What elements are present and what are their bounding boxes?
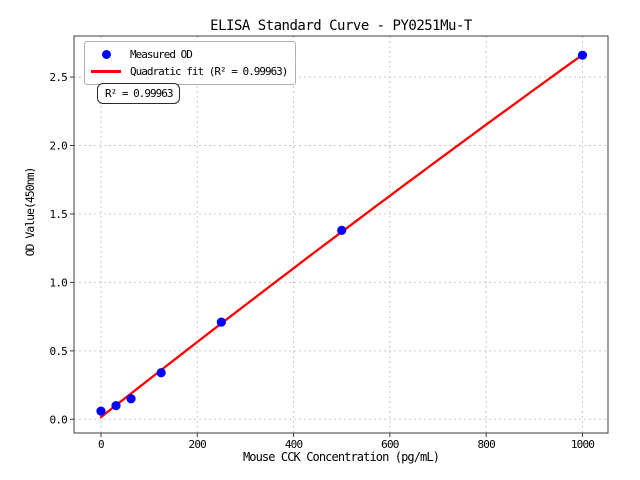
y-tick-label: 1.0 xyxy=(50,276,68,289)
legend-marker-cell xyxy=(91,50,121,59)
y-axis-label: OD Value(450nm) xyxy=(23,167,37,257)
y-tick-label: 2.0 xyxy=(50,140,68,153)
x-tick-label: 200 xyxy=(189,438,207,451)
data-point xyxy=(126,394,136,404)
y-tick-label: 0.5 xyxy=(50,345,68,358)
x-tick-label: 0 xyxy=(98,438,104,451)
legend: Measured OD Quadratic fit (R² = 0.99963) xyxy=(84,41,297,85)
legend-marker-cell xyxy=(91,70,121,73)
scatter-dot-icon xyxy=(101,50,111,59)
r-squared-annotation: R² = 0.99963 xyxy=(97,83,181,104)
fit-line-icon xyxy=(91,70,121,73)
data-point xyxy=(216,317,226,327)
legend-label-measured-od: Measured OD xyxy=(130,48,193,61)
data-point xyxy=(96,406,106,416)
data-point xyxy=(337,225,347,235)
x-tick-label: 1000 xyxy=(571,438,594,451)
legend-label-quadratic-fit: Quadratic fit (R² = 0.99963) xyxy=(130,65,288,78)
y-tick-label: 2.5 xyxy=(50,71,68,84)
x-tick-label: 600 xyxy=(381,438,399,451)
data-point xyxy=(111,401,121,411)
x-tick-label: 800 xyxy=(477,438,495,451)
legend-item-quadratic-fit: Quadratic fit (R² = 0.99963) xyxy=(91,63,288,80)
x-tick-label: 400 xyxy=(285,438,303,451)
legend-item-measured-od: Measured OD xyxy=(91,46,287,63)
quadratic-fit-line xyxy=(99,53,584,419)
axes-frame xyxy=(73,35,609,434)
data-point xyxy=(577,50,588,60)
y-tick-label: 0.0 xyxy=(50,413,68,426)
x-axis-label: Mouse CCK Concentration (pg/mL) xyxy=(242,450,440,464)
chart-title: ELISA Standard Curve - PY0251Mu-T xyxy=(210,18,472,34)
data-point xyxy=(156,368,166,378)
y-tick-label: 1.5 xyxy=(50,208,68,221)
